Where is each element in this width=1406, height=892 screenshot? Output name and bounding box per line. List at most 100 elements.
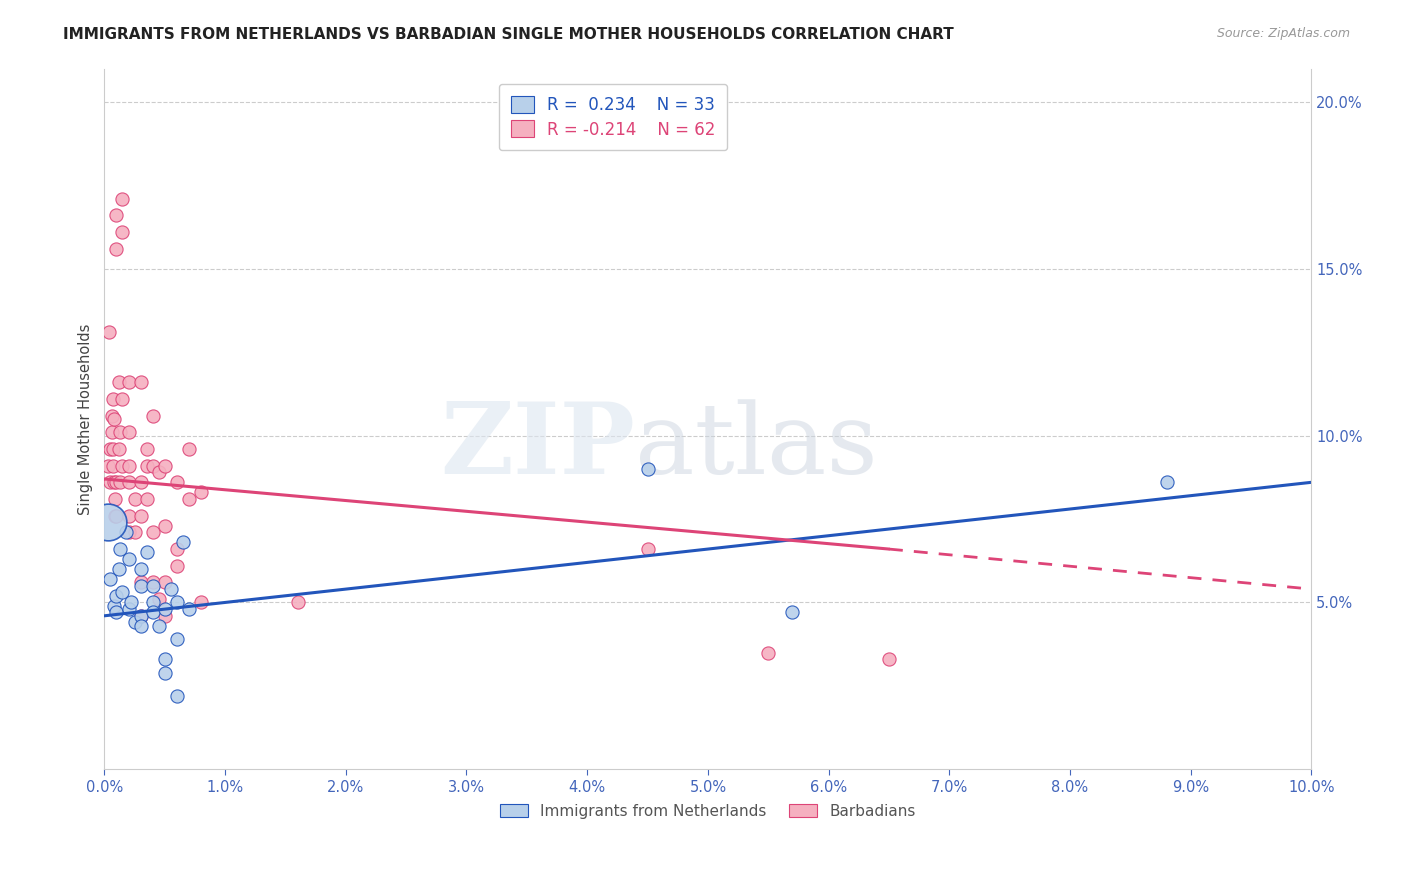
Point <box>142 579 165 593</box>
Point <box>108 542 131 557</box>
Point <box>105 475 128 490</box>
Point <box>103 599 125 613</box>
Point <box>105 208 128 222</box>
Point <box>135 491 157 506</box>
Point <box>166 632 188 647</box>
Point <box>153 608 176 623</box>
Point <box>142 525 165 540</box>
Legend: Immigrants from Netherlands, Barbadians: Immigrants from Netherlands, Barbadians <box>495 797 921 825</box>
Point <box>111 192 134 206</box>
Point <box>117 552 139 566</box>
Point <box>190 595 212 609</box>
Point <box>153 575 176 590</box>
Point <box>108 375 131 389</box>
Point <box>97 458 120 473</box>
Point <box>148 465 170 479</box>
Point <box>100 409 122 423</box>
Point <box>101 392 124 406</box>
Point <box>117 475 139 490</box>
Point <box>1156 475 1178 490</box>
Point <box>142 409 165 423</box>
Point <box>100 572 122 586</box>
Point <box>190 485 212 500</box>
Point <box>287 595 309 609</box>
Point <box>124 525 146 540</box>
Point <box>177 442 200 456</box>
Point <box>153 602 176 616</box>
Point <box>153 652 176 666</box>
Point <box>103 475 125 490</box>
Point <box>129 562 152 576</box>
Point <box>111 458 134 473</box>
Point <box>129 608 152 623</box>
Point <box>782 606 804 620</box>
Point <box>129 508 152 523</box>
Point <box>877 652 900 666</box>
Text: atlas: atlas <box>636 399 879 495</box>
Point <box>101 458 124 473</box>
Point <box>129 575 152 590</box>
Point <box>108 425 131 440</box>
Point <box>159 582 181 596</box>
Point <box>129 475 152 490</box>
Point <box>105 508 128 523</box>
Y-axis label: Single Mother Households: Single Mother Households <box>79 323 93 515</box>
Point <box>117 602 139 616</box>
Point <box>105 589 128 603</box>
Point <box>135 458 157 473</box>
Point <box>637 462 659 476</box>
Point <box>177 491 200 506</box>
Point <box>117 425 139 440</box>
Point <box>153 518 176 533</box>
Point <box>105 606 128 620</box>
Text: ZIP: ZIP <box>440 399 636 495</box>
Point <box>101 442 124 456</box>
Point <box>104 491 127 506</box>
Point <box>108 475 131 490</box>
Text: IMMIGRANTS FROM NETHERLANDS VS BARBADIAN SINGLE MOTHER HOUSEHOLDS CORRELATION CH: IMMIGRANTS FROM NETHERLANDS VS BARBADIAN… <box>63 27 955 42</box>
Point <box>111 585 134 599</box>
Point <box>117 458 139 473</box>
Point <box>153 665 176 680</box>
Point <box>135 442 157 456</box>
Point <box>98 325 121 339</box>
Point <box>166 558 188 573</box>
Point <box>172 535 194 549</box>
Point <box>124 615 146 630</box>
Point <box>103 412 125 426</box>
Point <box>120 595 142 609</box>
Text: Source: ZipAtlas.com: Source: ZipAtlas.com <box>1216 27 1350 40</box>
Point <box>637 542 659 557</box>
Point <box>166 595 188 609</box>
Point <box>104 508 127 523</box>
Point <box>97 516 120 530</box>
Point <box>117 525 139 540</box>
Point <box>111 392 134 406</box>
Point <box>148 619 170 633</box>
Point <box>124 491 146 506</box>
Point <box>148 592 170 607</box>
Point <box>142 575 165 590</box>
Point <box>115 525 138 540</box>
Point <box>117 375 139 389</box>
Point <box>117 508 139 523</box>
Point <box>129 375 152 389</box>
Point <box>108 442 131 456</box>
Point <box>166 689 188 703</box>
Point <box>135 545 157 559</box>
Point <box>129 608 152 623</box>
Point <box>142 606 165 620</box>
Point <box>108 562 131 576</box>
Point <box>129 579 152 593</box>
Point <box>100 442 122 456</box>
Point <box>142 595 165 609</box>
Point <box>111 225 134 239</box>
Point <box>177 602 200 616</box>
Point <box>105 242 128 256</box>
Point <box>129 619 152 633</box>
Point <box>100 425 122 440</box>
Point <box>100 475 122 490</box>
Point <box>166 475 188 490</box>
Point <box>166 542 188 557</box>
Point <box>756 646 779 660</box>
